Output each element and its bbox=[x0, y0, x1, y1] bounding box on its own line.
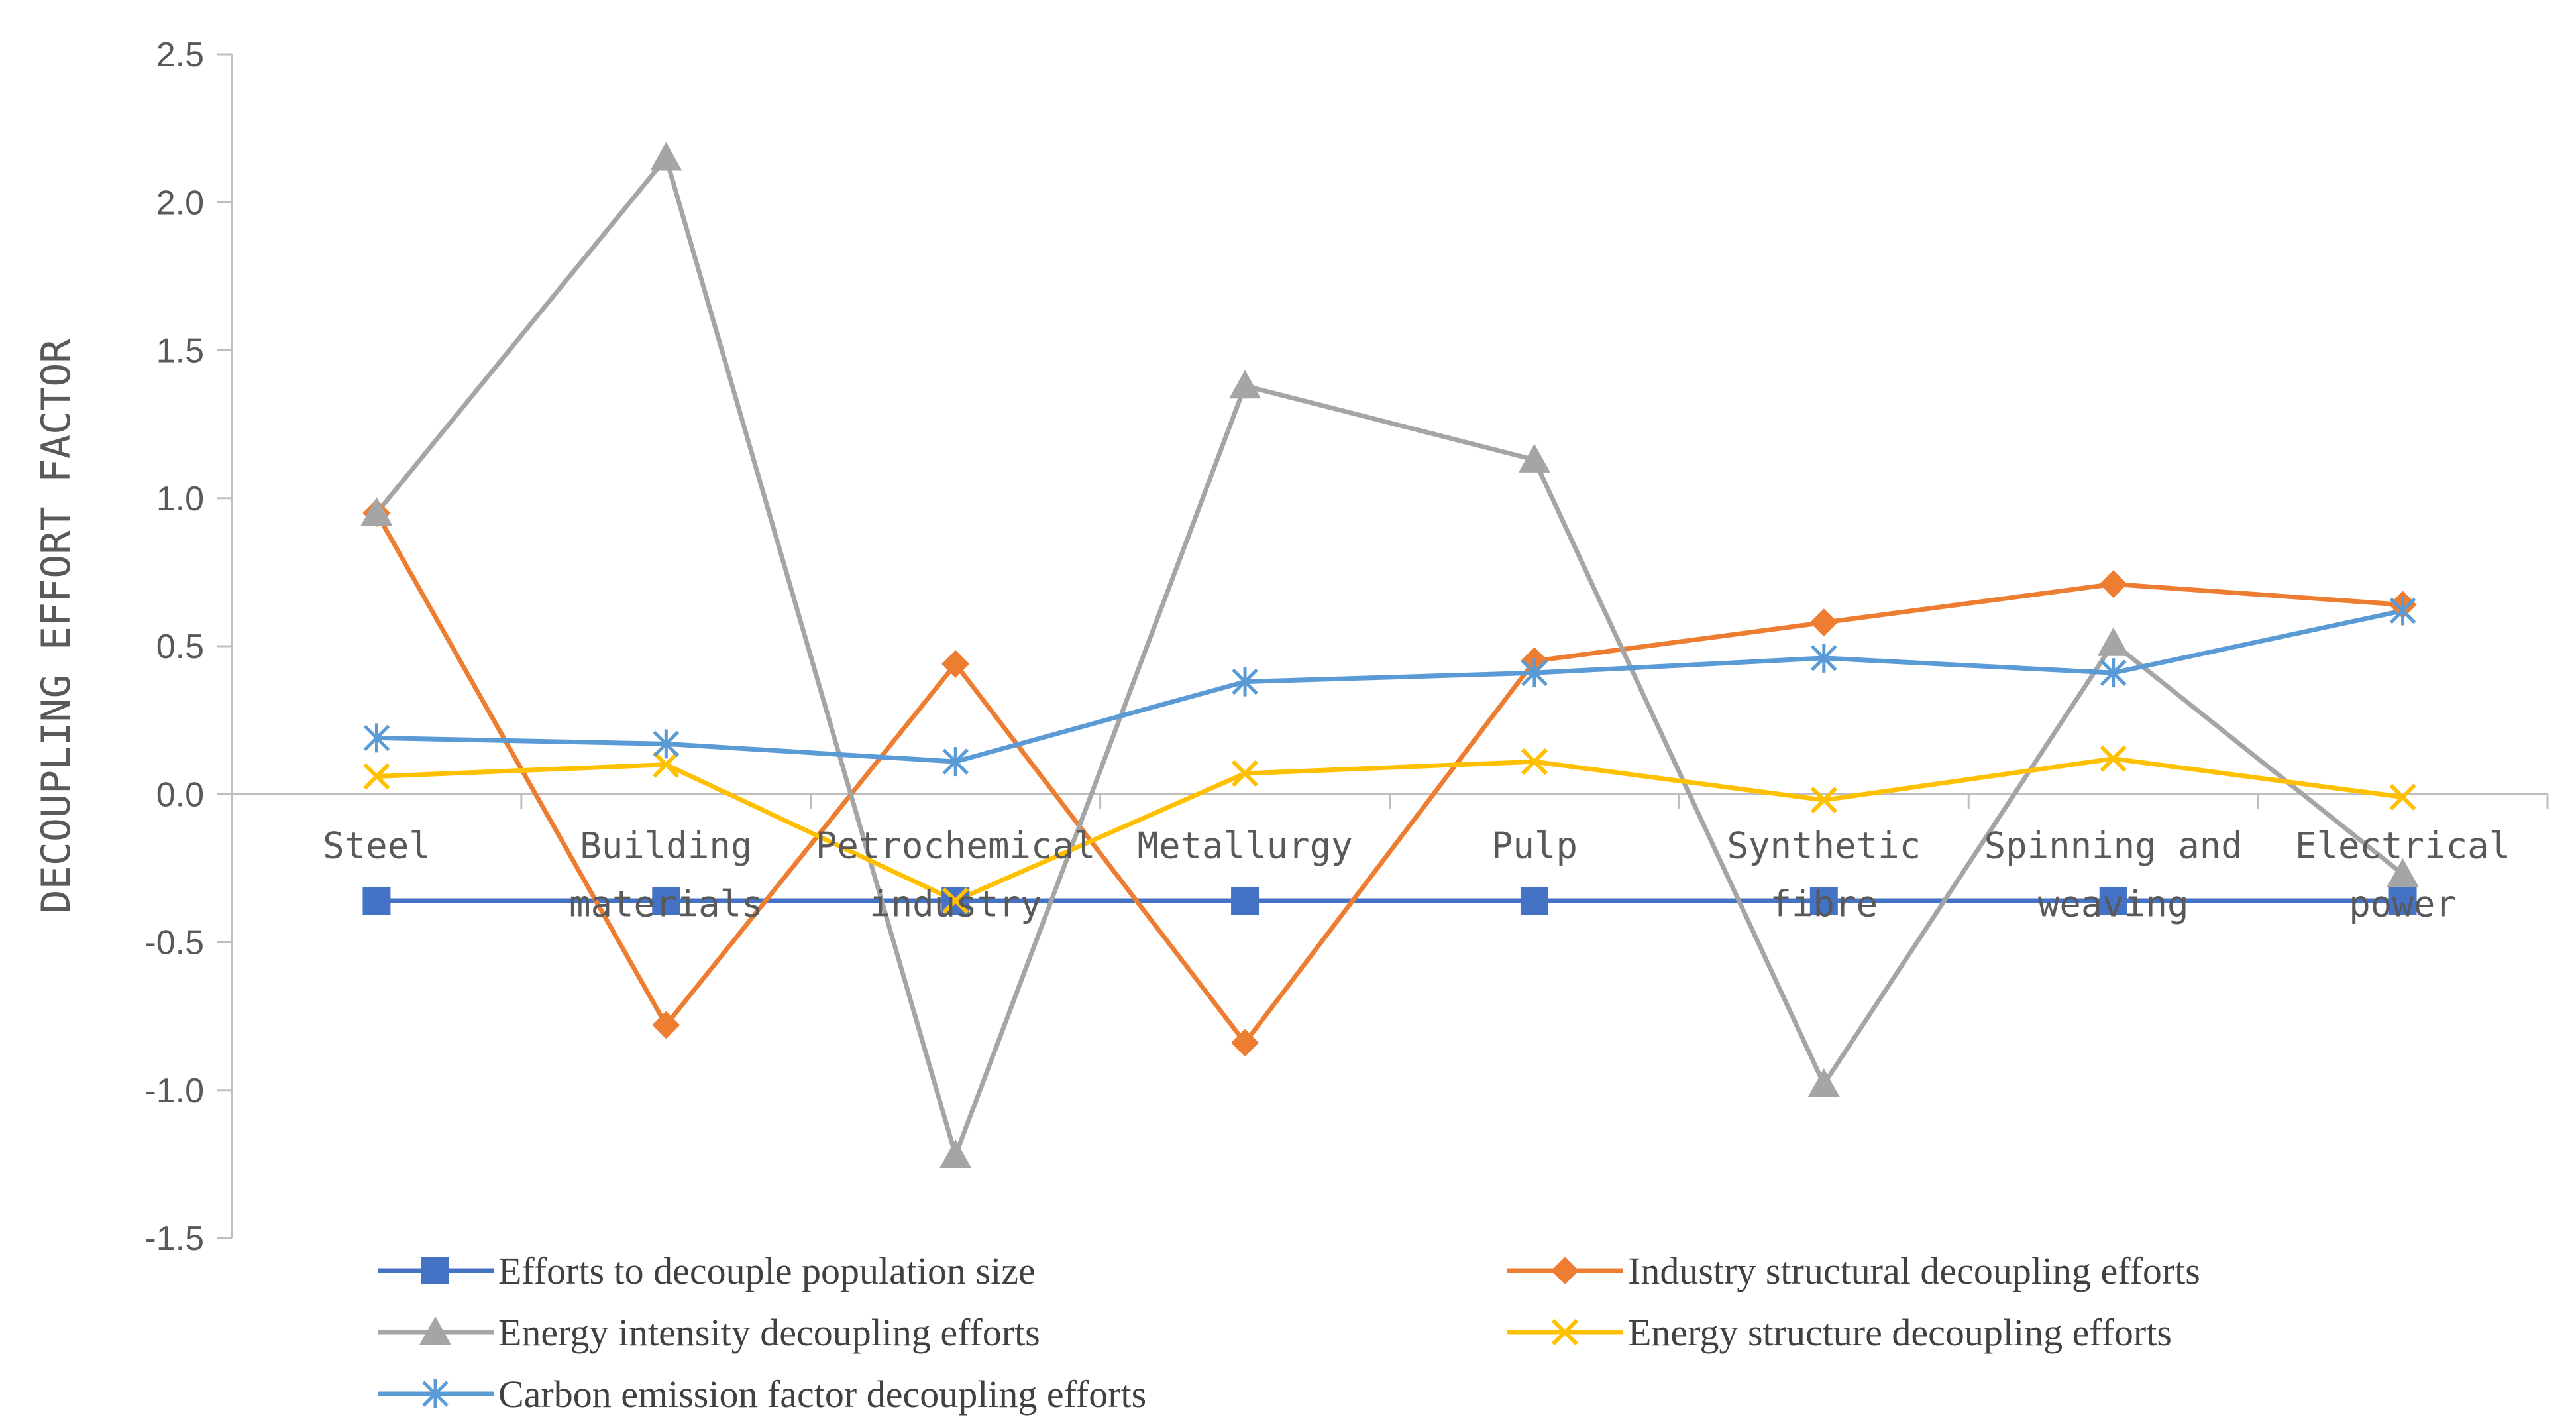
x-marker bbox=[942, 887, 969, 915]
series-points-4 bbox=[363, 745, 2416, 915]
series-markers bbox=[360, 142, 2419, 1168]
y-tick-label: 2.5 bbox=[156, 36, 204, 74]
asterisk-marker bbox=[422, 1379, 449, 1408]
square-marker bbox=[1231, 886, 1260, 915]
triangle-marker bbox=[360, 497, 393, 526]
y-tick-label: 1.5 bbox=[156, 332, 204, 370]
square-marker bbox=[421, 1257, 449, 1284]
y-axis-label: DECOUPLING EFFORT FACTOR bbox=[33, 339, 80, 914]
triangle-marker bbox=[650, 142, 682, 171]
series-points-3 bbox=[360, 142, 2419, 1168]
legend-label: Industry structural decoupling efforts bbox=[1628, 1249, 2200, 1292]
square-marker bbox=[1520, 886, 1548, 915]
triangle-marker bbox=[2387, 858, 2419, 887]
y-tick-label: -0.5 bbox=[144, 924, 204, 962]
y-tick-label: 1.0 bbox=[156, 480, 204, 518]
legend-entry: Energy intensity decoupling efforts bbox=[378, 1311, 1040, 1354]
x-tick-label: Electrical power bbox=[2295, 824, 2510, 925]
x-tick-label: Spinning and weaving bbox=[1984, 824, 2243, 925]
series-points-2 bbox=[362, 499, 2417, 1057]
x-tick-label: Pulp bbox=[1491, 824, 1578, 866]
square-marker bbox=[362, 886, 391, 915]
legend-label: Efforts to decouple population size bbox=[498, 1249, 1036, 1292]
y-tick-label: 0.5 bbox=[156, 628, 204, 666]
x-marker bbox=[1521, 748, 1548, 775]
x-tick-label: Building materials bbox=[569, 824, 763, 925]
legend-entry: Industry structural decoupling efforts bbox=[1507, 1249, 2200, 1292]
asterisk-marker bbox=[1232, 667, 1258, 697]
chart-axes bbox=[217, 53, 2549, 1239]
diamond-marker bbox=[1809, 608, 1838, 637]
triangle-marker bbox=[1518, 443, 1550, 473]
asterisk-marker bbox=[2100, 658, 2127, 688]
legend-entry: Efforts to decouple population size bbox=[378, 1249, 1036, 1292]
x-tick-label: Steel bbox=[323, 824, 431, 866]
x-marker bbox=[2100, 745, 2127, 772]
asterisk-marker bbox=[942, 747, 969, 777]
legend-label: Carbon emission factor decoupling effort… bbox=[498, 1373, 1146, 1416]
y-tick-label: 0.0 bbox=[156, 775, 204, 814]
diamond-marker bbox=[1231, 1029, 1260, 1057]
square-marker bbox=[1809, 886, 1838, 915]
square-marker bbox=[2388, 886, 2417, 915]
y-tick-label: -1.5 bbox=[144, 1220, 204, 1258]
x-tick-label: Synthetic fibre bbox=[1727, 824, 1921, 925]
series-line-2 bbox=[374, 512, 2403, 1045]
asterisk-marker bbox=[363, 723, 390, 753]
asterisk-marker bbox=[1811, 643, 1837, 673]
legend-entry: Carbon emission factor decoupling effort… bbox=[378, 1373, 1146, 1416]
legend-label: Energy structure decoupling efforts bbox=[1628, 1311, 2172, 1354]
x-tick-label: Metallurgy bbox=[1138, 824, 1353, 866]
legend-label: Energy intensity decoupling efforts bbox=[498, 1311, 1040, 1354]
triangle-marker bbox=[419, 1316, 451, 1345]
asterisk-marker bbox=[653, 729, 680, 759]
series-lines bbox=[374, 155, 2404, 1158]
diamond-marker bbox=[941, 650, 970, 678]
y-tick-label: 2.0 bbox=[156, 184, 204, 222]
x-tick-labels: Steel Building materials Petrochemical indus… bbox=[323, 824, 2510, 925]
x-marker bbox=[1231, 760, 1259, 787]
triangle-marker bbox=[1807, 1068, 1840, 1098]
x-marker bbox=[2389, 783, 2416, 811]
series-points-5 bbox=[363, 596, 2416, 777]
x-marker bbox=[1551, 1318, 1579, 1346]
square-marker bbox=[652, 886, 680, 915]
triangle-marker bbox=[2097, 627, 2129, 656]
triangle-marker bbox=[939, 1139, 972, 1168]
diamond-marker bbox=[652, 1011, 680, 1039]
x-tick-label: Petrochemical industry bbox=[816, 824, 1096, 925]
diamond-marker bbox=[2099, 570, 2127, 598]
asterisk-marker bbox=[1521, 658, 1548, 688]
triangle-marker bbox=[1229, 370, 1261, 399]
y-tick-label: -1.0 bbox=[144, 1072, 204, 1110]
diamond-marker bbox=[1551, 1257, 1579, 1284]
asterisk-marker bbox=[2389, 596, 2416, 626]
y-tick-labels: 2.5 2.0 1.5 1.0 0.5 0.0 -0.5 -1.0 -1.5 bbox=[144, 36, 204, 1258]
series-line-3 bbox=[374, 155, 2404, 1158]
legend: Efforts to decouple population size Indus… bbox=[378, 1249, 2200, 1416]
legend-entry: Energy structure decoupling efforts bbox=[1507, 1311, 2172, 1354]
series-line-4 bbox=[376, 756, 2404, 903]
x-marker bbox=[363, 763, 390, 790]
x-marker bbox=[653, 751, 680, 778]
series-line-5 bbox=[376, 608, 2404, 764]
x-marker bbox=[1810, 787, 1837, 814]
square-marker bbox=[2099, 886, 2127, 915]
